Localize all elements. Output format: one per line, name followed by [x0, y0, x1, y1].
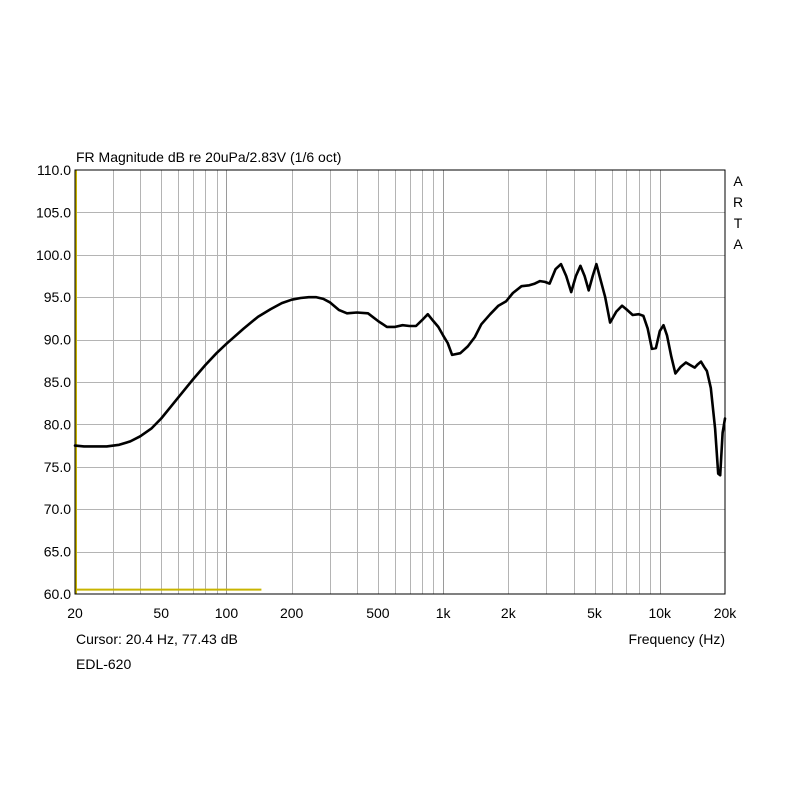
series-layer — [73, 262, 727, 477]
x-axis-label: Frequency (Hz) — [629, 631, 725, 647]
y-tick-label: 95.0 — [44, 289, 71, 305]
cursor-readout: Cursor: 20.4 Hz, 77.43 dB — [76, 631, 238, 647]
x-tick-label: 2k — [501, 605, 517, 621]
device-label: EDL-620 — [76, 656, 131, 672]
x-tick-label: 100 — [215, 605, 239, 621]
y-tick-label: 100.0 — [36, 247, 71, 263]
plot-frame — [74, 169, 726, 595]
frequency-response-curve — [73, 262, 727, 477]
x-tick-label: 200 — [280, 605, 304, 621]
x-tick-label: 20k — [714, 605, 738, 621]
plot-grid — [75, 170, 725, 594]
x-tick-label: 500 — [366, 605, 390, 621]
watermark-letter: R — [733, 194, 743, 210]
y-tick-label: 90.0 — [44, 332, 71, 348]
y-tick-label: 75.0 — [44, 459, 71, 475]
y-tick-label: 85.0 — [44, 374, 71, 390]
x-tick-label: 5k — [587, 605, 603, 621]
y-tick-label: 70.0 — [44, 501, 71, 517]
x-tick-label: 10k — [648, 605, 672, 621]
y-tick-label: 105.0 — [36, 204, 71, 220]
cursor-marker — [75, 170, 262, 594]
watermark-letter: A — [733, 236, 743, 252]
y-tick-label: 65.0 — [44, 544, 71, 560]
y-axis-tick-labels: 60.0 65.0 70.0 75.0 80.0 85.0 90.0 95.0 100.0 105… — [36, 162, 71, 602]
y-tick-label: 110.0 — [37, 162, 71, 178]
x-tick-label: 50 — [153, 605, 169, 621]
y-tick-label: 60.0 — [44, 586, 71, 602]
y-tick-label: 80.0 — [44, 416, 71, 432]
x-tick-label: 1k — [436, 605, 452, 621]
watermark-letter: A — [733, 173, 743, 189]
watermark-letter: T — [734, 215, 743, 231]
x-tick-label: 20 — [67, 605, 83, 621]
chart-title: FR Magnitude dB re 20uPa/2.83V (1/6 oct) — [76, 149, 341, 165]
x-axis-tick-labels: 20 50 100 200 500 1k 2k 5k 10k 20k — [67, 605, 737, 621]
